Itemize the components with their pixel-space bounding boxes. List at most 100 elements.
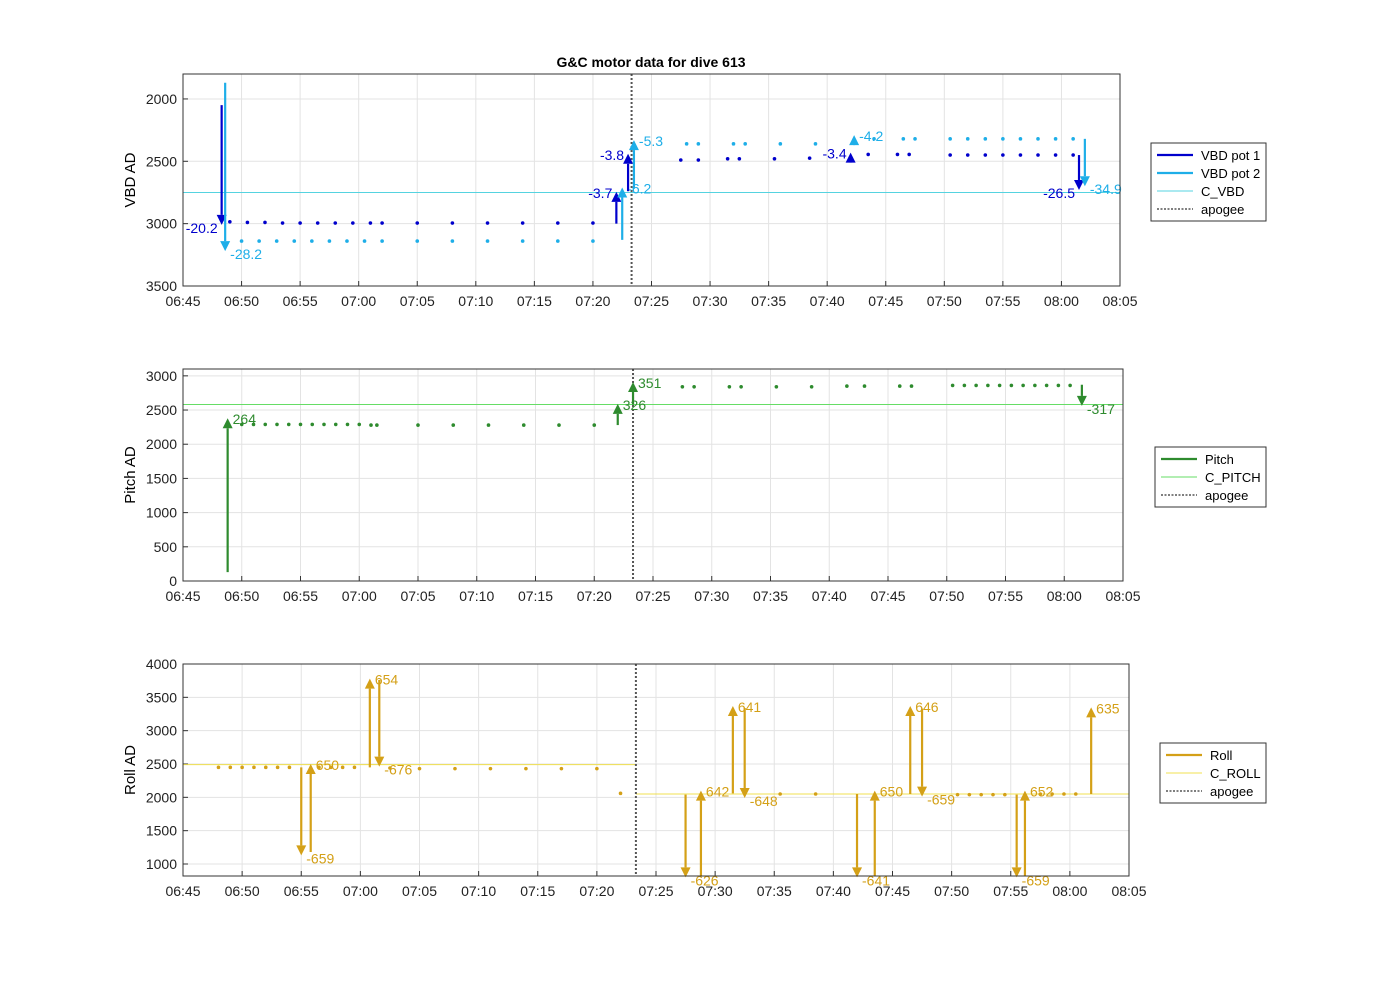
vbd-legend-label: VBD pot 2 bbox=[1201, 166, 1260, 181]
vbd-data-point bbox=[913, 137, 917, 141]
pitch-data-point bbox=[997, 383, 1002, 388]
figure-title: G&C motor data for dive 613 bbox=[556, 54, 745, 70]
roll-move-arrowhead bbox=[869, 790, 880, 801]
vbd-data-point bbox=[292, 239, 297, 243]
vbd-data-point bbox=[772, 157, 777, 161]
roll-move-arrowhead bbox=[727, 706, 738, 716]
roll-x-tick-label: 07:25 bbox=[638, 883, 673, 899]
pitch-data-point bbox=[592, 423, 597, 427]
pitch-data-point bbox=[774, 384, 779, 389]
pitch-data-point bbox=[897, 384, 902, 388]
pitch-data-point bbox=[345, 422, 350, 427]
pitch-x-tick-label: 08:00 bbox=[1047, 588, 1082, 604]
pitch-data-point bbox=[286, 422, 291, 427]
roll-data-point bbox=[979, 792, 983, 797]
pitch-x-tick-label: 07:00 bbox=[342, 588, 377, 604]
pitch-data-point bbox=[310, 422, 315, 427]
roll-data-point bbox=[1003, 792, 1007, 797]
vbd-data-point bbox=[333, 221, 338, 225]
vbd-data-point bbox=[1053, 137, 1058, 141]
vbd-move-label: -28.2 bbox=[230, 246, 262, 262]
vbd-move-arrowhead bbox=[1079, 176, 1090, 187]
vbd-data-point bbox=[696, 158, 701, 162]
vbd-move-label: -6.2 bbox=[627, 180, 651, 196]
pitch-move-label: 326 bbox=[623, 397, 647, 413]
pitch-x-tick-label: 06:55 bbox=[283, 588, 318, 604]
roll-data-point bbox=[216, 765, 221, 770]
roll-data-point bbox=[955, 792, 960, 797]
vbd-legend-label: apogee bbox=[1201, 202, 1244, 217]
roll-data-point bbox=[275, 765, 280, 770]
pitch-data-point bbox=[962, 383, 967, 388]
vbd-data-point bbox=[731, 142, 736, 146]
vbd-data-point bbox=[591, 221, 595, 225]
vbd-x-tick-label: 07:25 bbox=[634, 293, 669, 309]
vbd-move-label: -4.2 bbox=[859, 128, 883, 144]
roll-x-tick-label: 07:45 bbox=[875, 883, 910, 899]
pitch-data-point bbox=[557, 423, 561, 427]
pitch-y-tick-label: 500 bbox=[154, 539, 178, 555]
vbd-x-tick-label: 07:00 bbox=[341, 293, 376, 309]
vbd-y-tick-label: 3000 bbox=[146, 216, 177, 232]
pitch-data-point bbox=[486, 423, 491, 427]
pitch-data-point bbox=[322, 422, 326, 427]
vbd-data-point bbox=[239, 239, 244, 243]
pitch-x-tick-label: 07:10 bbox=[459, 588, 494, 604]
pitch-x-tick-label: 07:25 bbox=[635, 588, 670, 604]
pitch-plot-border bbox=[182, 368, 1124, 582]
vbd-data-point bbox=[983, 153, 988, 157]
vbd-move-label: -34.9 bbox=[1090, 181, 1122, 197]
roll-plot-border bbox=[182, 663, 1130, 877]
pitch-x-tick-label: 07:30 bbox=[694, 588, 729, 604]
vbd-data-point bbox=[901, 137, 906, 141]
roll-x-tick-label: 07:40 bbox=[816, 883, 851, 899]
panels: 06:45 06:50 06:55 07:00 07:05 07:10 07:15 07:20… bbox=[122, 73, 1267, 899]
roll-data-point bbox=[618, 791, 623, 796]
vbd-y-tick-label: 2500 bbox=[146, 153, 177, 169]
vbd-data-point bbox=[778, 142, 783, 146]
vbd-legend-label: C_VBD bbox=[1201, 184, 1244, 199]
pitch-legend-label: C_PITCH bbox=[1205, 470, 1261, 485]
roll-x-tick-label: 07:30 bbox=[698, 883, 733, 899]
pitch-y-tick-label: 0 bbox=[169, 573, 177, 589]
roll-x-tick-label: 06:50 bbox=[225, 883, 260, 899]
vbd-move-label: -5.3 bbox=[639, 133, 663, 149]
vbd-data-point bbox=[872, 137, 876, 141]
vbd-data-point bbox=[1018, 153, 1023, 157]
vbd-x-tick-label: 07:50 bbox=[927, 293, 962, 309]
roll-y-tick-label: 1000 bbox=[146, 856, 177, 872]
pitch-y-tick-label: 1000 bbox=[146, 505, 177, 521]
roll-data-point bbox=[240, 765, 244, 770]
roll-data-point bbox=[967, 792, 972, 797]
roll-data-point bbox=[317, 765, 321, 770]
pitch-data-point bbox=[974, 383, 978, 388]
vbd-x-tick-label: 07:10 bbox=[458, 293, 493, 309]
pitch-x-tick-label: 07:40 bbox=[812, 588, 847, 604]
pitch-data-point bbox=[375, 423, 379, 427]
vbd-y-tick-label: 3500 bbox=[146, 278, 177, 294]
pitch-data-point bbox=[1009, 383, 1014, 388]
vbd-data-point bbox=[1001, 153, 1005, 157]
pitch-data-point bbox=[275, 422, 279, 427]
roll-legend-label: Roll bbox=[1210, 748, 1233, 763]
vbd-move-arrowhead bbox=[849, 135, 860, 146]
roll-move-label: -648 bbox=[750, 793, 778, 809]
vbd-data-point bbox=[866, 152, 870, 157]
vbd-x-tick-label: 07:40 bbox=[810, 293, 845, 309]
vbd-data-point bbox=[813, 142, 818, 146]
vbd-data-point bbox=[1071, 137, 1075, 141]
roll-data-point bbox=[813, 792, 818, 796]
vbd-legend-label: VBD pot 1 bbox=[1201, 148, 1260, 163]
pitch-data-point bbox=[680, 384, 685, 389]
roll-data-point bbox=[991, 792, 995, 797]
pitch-move-arrowhead bbox=[222, 418, 233, 429]
pitch-data-point bbox=[727, 384, 732, 389]
roll-legend-label: C_ROLL bbox=[1210, 766, 1261, 781]
vbd-data-point bbox=[1053, 153, 1058, 157]
roll-data-point bbox=[352, 765, 357, 770]
pitch-x-tick-label: 07:05 bbox=[400, 588, 435, 604]
vbd-data-point bbox=[263, 220, 267, 225]
pitch-x-tick-label: 07:50 bbox=[929, 588, 964, 604]
pitch-move-arrowhead bbox=[1076, 395, 1087, 406]
roll-y-tick-label: 2500 bbox=[146, 756, 177, 772]
